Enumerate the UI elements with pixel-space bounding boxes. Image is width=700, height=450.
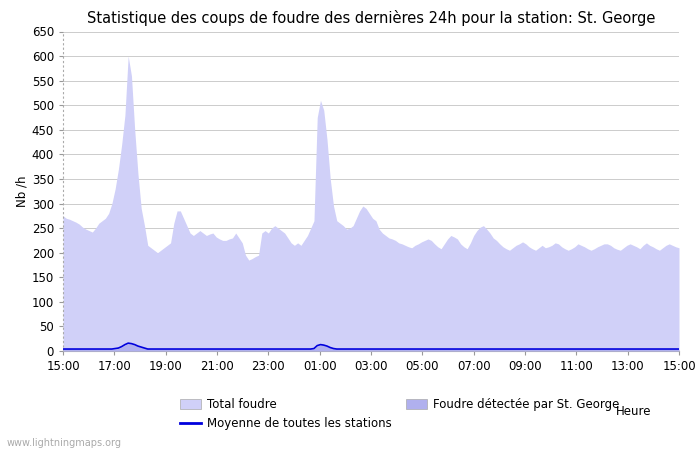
Y-axis label: Nb /h: Nb /h <box>16 176 29 207</box>
Text: Heure: Heure <box>615 405 651 418</box>
Legend: Total foudre, Moyenne de toutes les stations, Foudre détectée par St. George: Total foudre, Moyenne de toutes les stat… <box>180 398 620 430</box>
Text: www.lightningmaps.org: www.lightningmaps.org <box>7 438 122 448</box>
Title: Statistique des coups de foudre des dernières 24h pour la station: St. George: Statistique des coups de foudre des dern… <box>87 10 655 26</box>
